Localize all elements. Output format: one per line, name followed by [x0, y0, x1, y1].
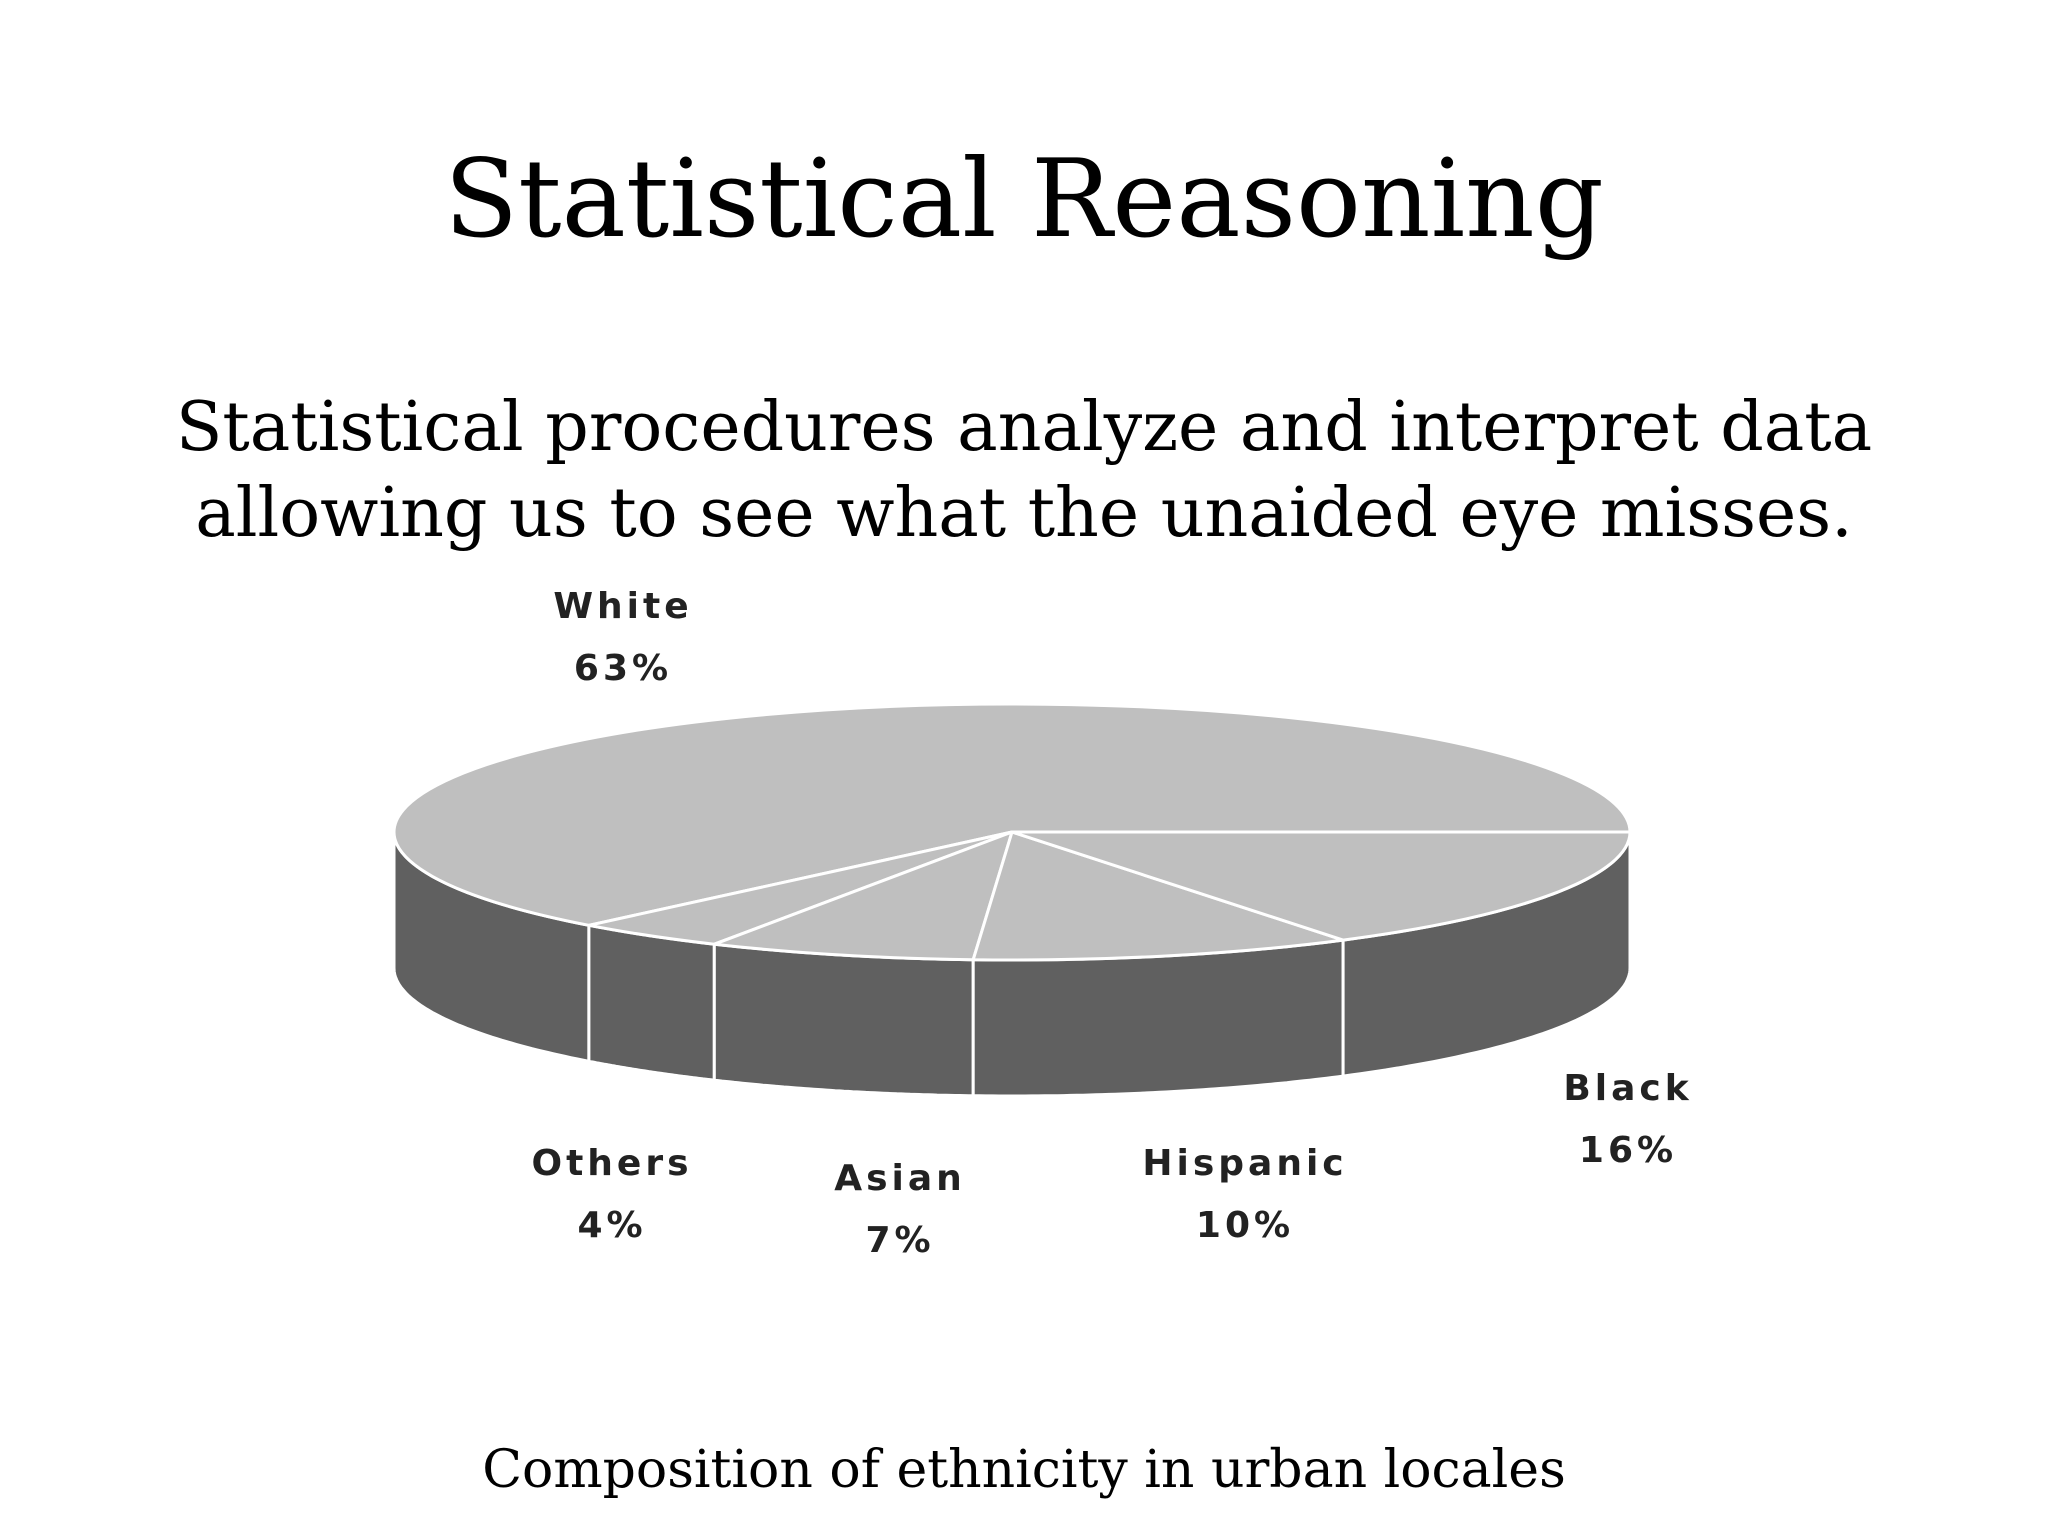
slide-body-line-2: allowing us to see what the unaided eye …	[195, 474, 1853, 553]
pie-slice-black	[1010, 830, 1632, 942]
pie-label-black: Black	[1563, 1068, 1692, 1109]
pie-value-asian: 7%	[865, 1220, 934, 1261]
pie-value-hispanic: 10%	[1196, 1205, 1294, 1246]
pie-side-wall	[392, 831, 1632, 1098]
pie-side-others	[587, 923, 716, 1082]
pie-label-asian: Asian	[834, 1158, 966, 1199]
pie-label-white: White	[553, 586, 692, 627]
pie-labels: White 63% Black 16% Hispanic 10% Asian 7% Others…	[531, 586, 1692, 1261]
pie-label-others: Others	[531, 1143, 692, 1184]
pie-slice-asian	[712, 830, 1014, 962]
pie-slice-white	[392, 702, 1632, 927]
pie-side-hispanic	[971, 938, 1345, 1098]
pie-label-hispanic: Hispanic	[1142, 1143, 1347, 1184]
pie-side-asian	[712, 942, 975, 1098]
pie-value-others: 4%	[577, 1205, 646, 1246]
pie-top-face	[392, 702, 1632, 962]
pie-slice-hispanic	[971, 830, 1345, 962]
slide-body-line-1: Statistical procedures analyze and inter…	[175, 388, 1873, 467]
chart-caption: Composition of ethnicity in urban locale…	[482, 1440, 1566, 1500]
slide-title: Statistical Reasoning	[444, 137, 1604, 262]
pie-value-black: 16%	[1579, 1130, 1677, 1171]
pie-value-white: 63%	[574, 648, 672, 689]
slide-body-text: Statistical procedures analyze and inter…	[0, 385, 2048, 557]
